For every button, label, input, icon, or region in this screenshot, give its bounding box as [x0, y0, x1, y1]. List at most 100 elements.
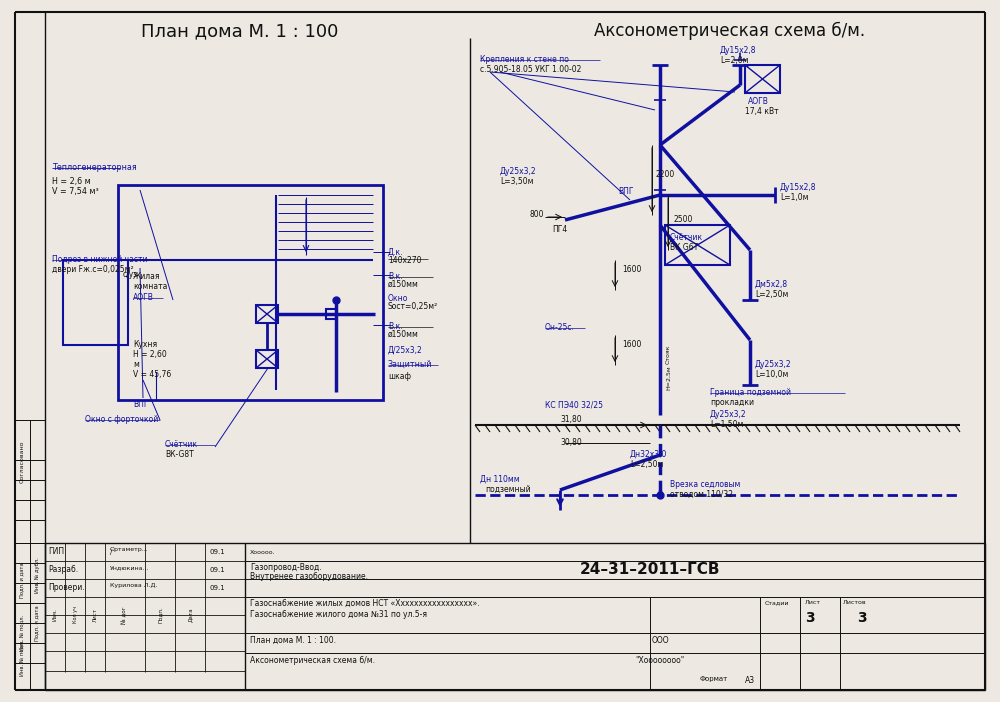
Text: КС ПЭ40 32/25: КС ПЭ40 32/25	[545, 400, 603, 409]
Text: ООО: ООО	[651, 636, 669, 645]
Text: 17,4 кВт: 17,4 кВт	[745, 107, 779, 116]
Text: 3: 3	[805, 611, 815, 625]
Text: 2500: 2500	[673, 215, 692, 224]
Bar	[745, 65, 780, 93]
Text: 09.1: 09.1	[210, 549, 226, 555]
Bar	[118, 185, 383, 400]
Text: м: м	[133, 360, 139, 369]
Text: Стояк: Стояк	[666, 345, 671, 364]
Text: Подп. и дата: Подп. и дата	[20, 562, 24, 598]
Text: 3: 3	[857, 611, 867, 625]
Text: Окно с форточкой: Окно с форточкой	[85, 415, 158, 424]
Text: Граница подземной: Граница подземной	[710, 388, 791, 397]
Text: 800: 800	[530, 210, 544, 219]
Text: Кухня: Кухня	[133, 340, 157, 349]
Text: L=3,50м: L=3,50м	[500, 177, 534, 186]
Text: Жилая: Жилая	[133, 272, 160, 281]
Text: Ду25х3,2: Ду25х3,2	[755, 360, 792, 369]
Text: Ду15х2,8: Ду15х2,8	[780, 183, 816, 192]
Bar	[326, 309, 336, 319]
Text: Н = 2,6 м: Н = 2,6 м	[52, 177, 91, 186]
Text: № дог: № дог	[122, 607, 128, 624]
Text: Ундюкина...: Ундюкина...	[110, 566, 150, 571]
Text: Инв. № дубл.: Инв. № дубл.	[34, 557, 40, 593]
Text: Д/25х3,2: Д/25х3,2	[388, 346, 423, 355]
Text: Аксонометрическая схема б/м.: Аксонометрическая схема б/м.	[594, 22, 866, 40]
Text: Стадии: Стадии	[765, 600, 790, 605]
Text: Листов: Листов	[843, 600, 867, 605]
Text: Дата: Дата	[188, 608, 192, 622]
Text: Хооооо.: Хооооо.	[250, 550, 276, 555]
Text: Подп.: Подп.	[158, 607, 162, 623]
Text: ВПГ: ВПГ	[133, 400, 148, 409]
Text: L=1,50м: L=1,50м	[710, 420, 743, 429]
Text: 09.1: 09.1	[210, 567, 226, 573]
Text: ВК-G8T: ВК-G8T	[165, 450, 194, 459]
Text: Согласовано: Согласовано	[20, 441, 24, 483]
Text: Дн 110мм: Дн 110мм	[480, 475, 520, 484]
Text: План дома М. 1 : 100.: План дома М. 1 : 100.	[250, 636, 336, 645]
Text: ВК G6T: ВК G6T	[670, 243, 698, 252]
Text: двери Fж.с=0,025м²: двери Fж.с=0,025м²	[52, 265, 134, 274]
Text: Кол уч: Кол уч	[72, 607, 78, 623]
Text: 140х270: 140х270	[388, 256, 422, 265]
Text: прокладки: прокладки	[710, 398, 754, 407]
Text: А3: А3	[745, 676, 755, 685]
Text: Подрез в нижней части: Подрез в нижней части	[52, 255, 148, 264]
Text: Дн32х3,0: Дн32х3,0	[630, 450, 667, 459]
Text: Провери.: Провери.	[48, 583, 85, 592]
Text: с.5.905-18.05 УКГ 1.00-02: с.5.905-18.05 УКГ 1.00-02	[480, 65, 581, 74]
Text: Ду25х3,2: Ду25х3,2	[710, 410, 747, 419]
Text: Окно: Окно	[388, 294, 408, 303]
Text: ø150мм: ø150мм	[388, 330, 419, 339]
Text: ГИП: ГИП	[48, 548, 64, 557]
Text: Защитный: Защитный	[388, 360, 432, 369]
Bar	[45, 543, 985, 690]
Text: L=2,50м: L=2,50м	[755, 290, 788, 299]
Text: отводом 110/32: отводом 110/32	[670, 490, 733, 499]
Text: ВПГ: ВПГ	[618, 187, 634, 196]
Text: Газоснабжение жилых домов НСТ «Xxxxxxxxxxxxxxxxx».: Газоснабжение жилых домов НСТ «Xxxxxxxxx…	[250, 599, 480, 608]
Text: Лист: Лист	[805, 600, 821, 605]
Text: Врезка седловым: Врезка седловым	[670, 480, 740, 489]
Text: Крепления к стене по: Крепления к стене по	[480, 55, 569, 64]
Bar	[665, 225, 730, 265]
Text: Н=2,5м: Н=2,5м	[666, 365, 671, 390]
Bar	[63, 260, 128, 345]
Text: Газопровод-Ввод.: Газопровод-Ввод.	[250, 563, 322, 572]
Text: 2200: 2200	[655, 170, 674, 179]
Text: Он-25с.: Он-25с.	[545, 323, 575, 332]
Text: Изм.: Изм.	[52, 609, 58, 621]
Text: План дома М. 1 : 100: План дома М. 1 : 100	[141, 22, 339, 40]
Text: 31,80: 31,80	[560, 415, 582, 424]
Text: Счётчик: Счётчик	[670, 233, 703, 242]
Text: Дм5х2,8: Дм5х2,8	[755, 280, 788, 289]
Text: V = 7,54 м³: V = 7,54 м³	[52, 187, 99, 196]
Text: В.к.: В.к.	[388, 322, 403, 331]
Text: Лист: Лист	[92, 608, 98, 622]
Text: Разраб.: Разраб.	[48, 566, 78, 574]
Text: Внутренее газоборудование.: Внутренее газоборудование.	[250, 572, 368, 581]
Text: 1600: 1600	[622, 340, 641, 349]
Text: 30,80: 30,80	[560, 438, 582, 447]
Text: В.к.: В.к.	[388, 272, 403, 281]
Text: АОГВ: АОГВ	[748, 97, 769, 106]
Text: V = 45,76: V = 45,76	[133, 370, 171, 379]
Text: ПГ4: ПГ4	[552, 225, 567, 234]
Text: 24–31–2011–ГСВ: 24–31–2011–ГСВ	[580, 562, 720, 578]
Text: 1600: 1600	[622, 265, 641, 274]
Bar	[256, 305, 278, 323]
Text: с/уз: с/уз	[123, 270, 138, 279]
Text: L=10,0м: L=10,0м	[755, 370, 788, 379]
Text: L=2,50м: L=2,50м	[630, 460, 663, 469]
Text: 09.1: 09.1	[210, 585, 226, 591]
Text: L=1,0м: L=1,0м	[780, 193, 808, 202]
Text: Н = 2,60: Н = 2,60	[133, 350, 167, 359]
Text: Ду25х3,2: Ду25х3,2	[500, 167, 537, 176]
Text: Курилова Л.Д.: Курилова Л.Д.	[110, 583, 157, 588]
Text: Д.к.: Д.к.	[388, 248, 404, 257]
Text: "Хоооооооо": "Хоооооооо"	[635, 656, 685, 665]
Text: Sост=0,25м²: Sост=0,25м²	[388, 302, 438, 311]
Text: Инв. № подл.: Инв. № подл.	[20, 640, 24, 676]
Text: Ортаметр...: Ортаметр...	[110, 548, 149, 552]
